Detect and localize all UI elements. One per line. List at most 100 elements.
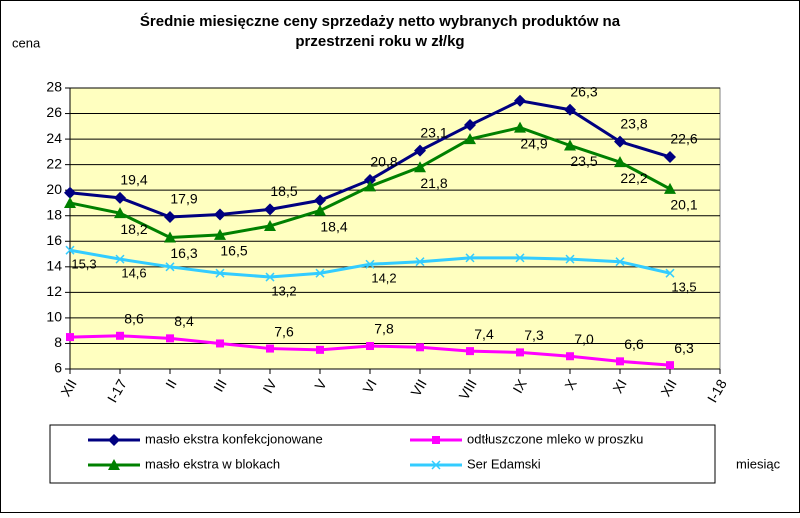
data-label: 21,8 (420, 175, 447, 191)
data-point (615, 257, 625, 267)
chart-title: przestrzeni roku w zł/kg (295, 33, 464, 50)
data-point (364, 180, 376, 192)
legend-label: Ser Edamski (467, 456, 541, 471)
data-label: 23,1 (420, 124, 447, 140)
data-point (114, 191, 126, 204)
y-tick-label: 20 (46, 181, 62, 197)
y-tick-label: 28 (46, 79, 62, 95)
data-point (316, 345, 324, 354)
data-label: 15,3 (71, 257, 96, 272)
data-label: 16,3 (170, 245, 197, 261)
legend-marker (432, 436, 440, 444)
data-point (264, 203, 276, 216)
data-point (164, 231, 176, 243)
data-point (214, 228, 226, 240)
data-point (564, 103, 576, 116)
data-label: 17,9 (170, 191, 197, 207)
data-point (116, 331, 124, 340)
data-point (416, 343, 424, 352)
data-point (216, 339, 224, 348)
y-axis-label: cena (12, 35, 41, 50)
data-point (665, 268, 675, 278)
y-tick-label: 16 (46, 232, 62, 248)
data-label: 22,2 (620, 170, 647, 186)
data-label: 7,4 (474, 326, 494, 342)
data-label: 8,6 (124, 310, 144, 326)
data-label: 16,5 (220, 243, 247, 259)
legend-label: odtłuszczone mleko w proszku (467, 431, 643, 446)
data-point (415, 257, 425, 267)
legend-marker (431, 460, 441, 470)
data-label: 6,3 (674, 340, 694, 356)
y-tick-label: 8 (54, 334, 62, 350)
data-point (64, 196, 76, 208)
y-tick-label: 18 (46, 206, 62, 222)
x-tick-label: VII (407, 376, 429, 399)
data-point (515, 253, 525, 263)
data-label: 7,3 (524, 327, 544, 343)
data-point (616, 357, 624, 366)
legend (49, 424, 716, 484)
data-point (664, 182, 676, 194)
data-point (414, 144, 426, 157)
x-tick-label: XII (657, 376, 679, 399)
data-label: 14,6 (121, 266, 146, 281)
y-tick-label: 24 (46, 130, 62, 146)
data-point (164, 211, 176, 224)
data-label: 23,8 (620, 115, 647, 131)
data-label: 18,2 (120, 221, 147, 237)
data-label: 6,6 (624, 336, 644, 352)
legend-label: masło ekstra konfekcjonowane (145, 431, 323, 446)
y-tick-label: 26 (46, 104, 62, 120)
data-point (465, 253, 475, 263)
data-label: 18,5 (270, 183, 297, 199)
data-label: 7,6 (274, 323, 294, 339)
data-label: 13,5 (671, 280, 696, 295)
data-label: 14,2 (371, 271, 396, 286)
data-label: 24,9 (520, 135, 547, 151)
data-point (115, 254, 125, 264)
data-point (366, 342, 374, 351)
data-point (614, 135, 626, 148)
data-point (466, 347, 474, 356)
data-point (564, 139, 576, 151)
data-point (66, 333, 74, 342)
data-point (165, 262, 175, 272)
data-point (65, 245, 75, 255)
y-tick-label: 6 (54, 360, 62, 376)
data-label: 20,1 (670, 197, 697, 213)
data-label: 7,8 (374, 321, 394, 337)
data-label: 7,0 (574, 331, 594, 347)
data-point (565, 254, 575, 264)
data-point (114, 207, 126, 219)
legend-marker (108, 434, 120, 446)
data-point (514, 121, 526, 133)
y-tick-label: 10 (46, 309, 62, 325)
data-label: 8,4 (174, 313, 194, 329)
y-tick-label: 12 (46, 283, 62, 299)
y-tick-label: 22 (46, 155, 62, 171)
data-label: 20,8 (370, 154, 397, 170)
data-label: 26,3 (570, 83, 597, 99)
chart-title: Średnie miesięczne ceny sprzedaży netto … (140, 12, 621, 30)
data-label: 13,2 (271, 283, 296, 298)
data-label: 23,5 (570, 153, 597, 169)
x-tick-label: XII (57, 376, 79, 399)
x-axis-label: miesiąc (736, 456, 781, 471)
data-point (514, 94, 526, 107)
data-point (315, 268, 325, 278)
data-point (264, 219, 276, 231)
data-point (566, 352, 574, 361)
data-point (516, 348, 524, 357)
data-point (464, 119, 476, 132)
data-point (414, 161, 426, 173)
legend-label: masło ekstra w blokach (145, 456, 280, 471)
data-point (64, 186, 76, 199)
data-point (266, 344, 274, 353)
data-point (314, 204, 326, 216)
data-point (365, 259, 375, 269)
data-point (314, 194, 326, 207)
data-point (664, 150, 676, 163)
data-point (364, 173, 376, 186)
